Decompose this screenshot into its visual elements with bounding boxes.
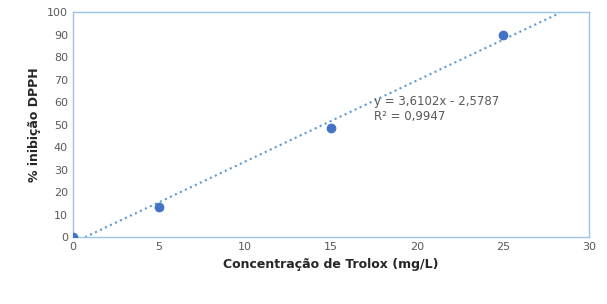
- Y-axis label: % inibição DPPH: % inibição DPPH: [29, 67, 41, 182]
- Text: y = 3,6102x - 2,5787
R² = 0,9947: y = 3,6102x - 2,5787 R² = 0,9947: [374, 95, 499, 123]
- Point: [154, 204, 164, 209]
- X-axis label: Concentração de Trolox (mg/L): Concentração de Trolox (mg/L): [223, 257, 439, 271]
- Point: [498, 32, 507, 37]
- Point: [326, 126, 336, 130]
- Point: [68, 235, 78, 240]
